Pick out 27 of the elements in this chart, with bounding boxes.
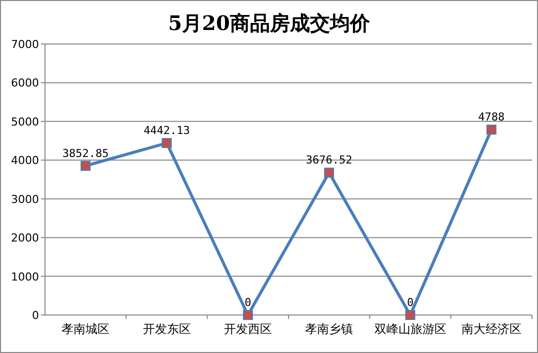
data-label: 0 (244, 296, 252, 309)
y-tick-label: 1000 (11, 270, 39, 284)
point (324, 168, 334, 178)
x-tick-label: 开发西区 (224, 322, 272, 336)
point (405, 310, 416, 320)
point (80, 160, 91, 171)
data-label: 4788 (478, 110, 505, 124)
point (242, 310, 253, 320)
y-tick-label: 6000 (11, 76, 39, 90)
point (162, 138, 172, 148)
y-tick-label: 3000 (11, 192, 39, 206)
y-tick-label: 4000 (11, 154, 39, 168)
point (486, 124, 496, 135)
data-label: 4442.13 (144, 124, 190, 138)
y-tick-label: 2000 (11, 232, 39, 245)
x-tick-label: 南大经济区 (461, 322, 522, 336)
x-tick-label: 双峰山旅游区 (374, 322, 446, 336)
y-tick-label: 0 (32, 309, 39, 322)
x-tick-label: 孝南城区 (62, 322, 110, 336)
y-tick-label: 7000 (11, 38, 39, 51)
x-tick-label: 孝南乡镇 (305, 322, 354, 336)
x-tick-label: 开发东区 (142, 322, 191, 336)
data-label: 3852.85 (62, 146, 109, 160)
data-label: 3676.52 (306, 154, 352, 167)
data-label: 0 (406, 296, 414, 309)
y-tick-label: 5000 (11, 115, 39, 128)
chart-title: 5月20商品房成交均价 (168, 11, 371, 35)
